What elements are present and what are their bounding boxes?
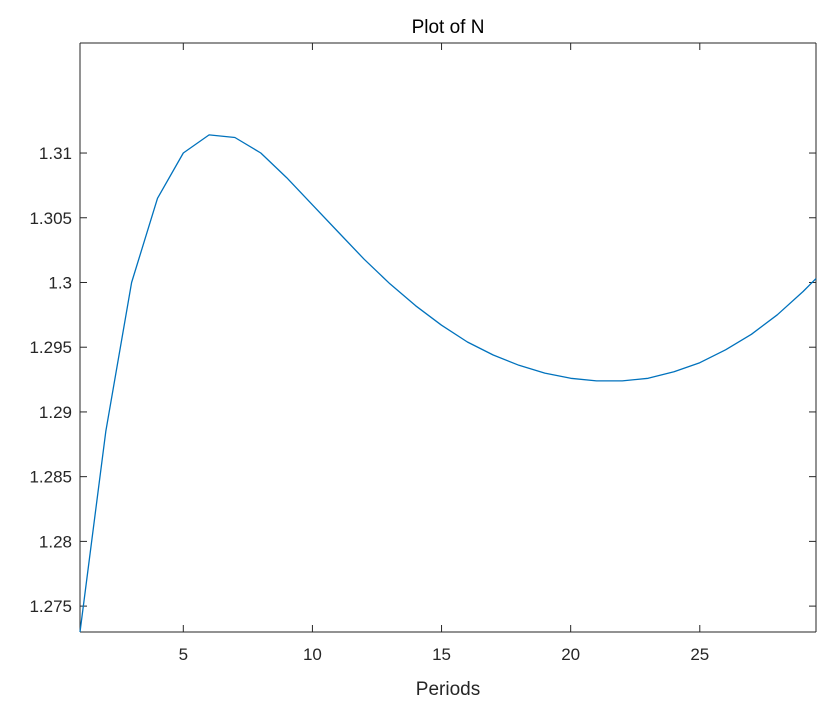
- y-tick-label: 1.285: [29, 468, 72, 487]
- y-tick-label: 1.275: [29, 597, 72, 616]
- x-tick-label: 15: [432, 645, 451, 664]
- y-tick-label: 1.3: [48, 273, 72, 292]
- y-tick-label: 1.295: [29, 338, 72, 357]
- x-tick-label: 10: [303, 645, 322, 664]
- y-tick-label: 1.29: [39, 403, 72, 422]
- series-line: [79, 134, 817, 633]
- plot-area: [80, 43, 816, 632]
- chart-title: Plot of N: [412, 17, 485, 38]
- y-tick-label: 1.31: [39, 144, 72, 163]
- x-axis-label: Periods: [416, 679, 480, 700]
- x-tick-label: 25: [690, 645, 709, 664]
- y-tick-label: 1.305: [29, 209, 72, 228]
- x-tick-label: 5: [179, 645, 188, 664]
- x-tick-label: 20: [561, 645, 580, 664]
- y-tick-label: 1.28: [39, 532, 72, 551]
